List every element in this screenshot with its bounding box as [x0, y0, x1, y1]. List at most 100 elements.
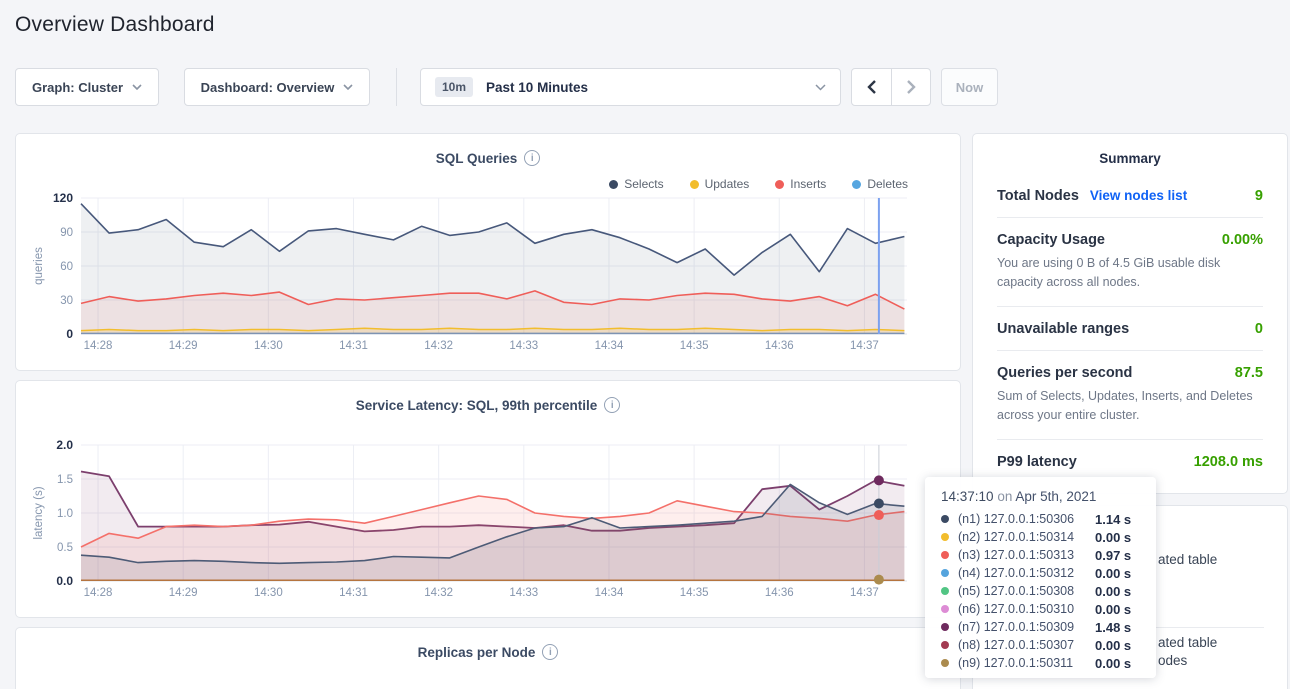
- tooltip-series-label: (n2) 127.0.0.1:50314: [958, 530, 1095, 544]
- legend-dot: [852, 180, 861, 189]
- summary-value: 9: [1255, 188, 1263, 204]
- summary-row: Unavailable ranges0: [997, 307, 1263, 351]
- x-tick-label: 14:28: [84, 340, 113, 352]
- x-tick-label: 14:35: [680, 587, 709, 599]
- tooltip-row: (n3) 127.0.0.1:503130.97 s: [941, 546, 1156, 564]
- sql-queries-chart-canvas[interactable]: 030609012014:2814:2914:3014:3114:3214:33…: [16, 134, 962, 372]
- tooltip-series-dot: [941, 623, 949, 631]
- summary-label: P99 latency: [997, 454, 1077, 470]
- y-tick-label: 90: [60, 227, 73, 239]
- summary-row-head: P99 latency 1208.0 ms: [997, 454, 1263, 470]
- x-tick-label: 14:31: [339, 587, 368, 599]
- tooltip-series-label: (n8) 127.0.0.1:50307: [958, 638, 1095, 652]
- y-tick-label: 60: [60, 261, 73, 273]
- event-text-fragment: ated table: [1158, 552, 1217, 567]
- now-button[interactable]: Now: [941, 68, 998, 106]
- info-icon[interactable]: i: [542, 644, 558, 660]
- summary-row-head: Capacity Usage0.00%: [997, 232, 1263, 248]
- chevron-down-icon: [815, 84, 826, 91]
- summary-title: Summary: [997, 151, 1263, 166]
- y-tick-label: 120: [53, 191, 73, 205]
- summary-value: 1208.0 ms: [1194, 454, 1263, 470]
- legend-dot: [775, 180, 784, 189]
- info-icon[interactable]: i: [524, 150, 540, 166]
- summary-description: You are using 0 B of 4.5 GiB usable disk…: [997, 254, 1263, 293]
- hover-point: [874, 575, 884, 585]
- service-latency-card: 0.00.51.01.52.014:2814:2914:3014:3114:32…: [15, 380, 961, 618]
- tooltip-series-value: 0.00 s: [1095, 530, 1131, 545]
- tooltip-row: (n4) 127.0.0.1:503120.00 s: [941, 564, 1156, 582]
- hover-point: [874, 510, 884, 520]
- tooltip-row: (n9) 127.0.0.1:503110.00 s: [941, 654, 1156, 672]
- tooltip-series-label: (n3) 127.0.0.1:50313: [958, 548, 1095, 562]
- tooltip-series-value: 0.00 s: [1095, 656, 1131, 671]
- hover-point: [874, 498, 884, 508]
- x-tick-label: 14:36: [765, 340, 794, 352]
- tooltip-series-value: 1.14 s: [1095, 512, 1131, 527]
- y-axis-label: queries: [33, 247, 45, 285]
- x-tick-label: 14:30: [254, 587, 283, 599]
- summary-value: 0: [1255, 321, 1263, 337]
- tooltip-series-label: (n6) 127.0.0.1:50310: [958, 602, 1095, 616]
- tooltip-series-dot: [941, 605, 949, 613]
- summary-row: Queries per second87.5Sum of Selects, Up…: [997, 351, 1263, 440]
- page-title: Overview Dashboard: [15, 13, 215, 37]
- dashboard-dropdown[interactable]: Dashboard: Overview: [184, 68, 370, 106]
- tooltip-series-label: (n7) 127.0.0.1:50309: [958, 620, 1095, 634]
- tooltip-row: (n5) 127.0.0.1:503080.00 s: [941, 582, 1156, 600]
- legend-dot: [609, 180, 618, 189]
- legend-item[interactable]: Inserts: [775, 177, 826, 191]
- service-latency-chart-canvas[interactable]: 0.00.51.01.52.014:2814:2914:3014:3114:32…: [16, 381, 962, 619]
- summary-link[interactable]: View nodes list: [1090, 188, 1187, 203]
- tooltip-timestamp: 14:37:10 on Apr 5th, 2021: [941, 489, 1156, 504]
- tooltip-row: (n8) 127.0.0.1:503070.00 s: [941, 636, 1156, 654]
- tooltip-row: (n1) 127.0.0.1:503061.14 s: [941, 510, 1156, 528]
- chevron-left-icon: [867, 80, 876, 94]
- tooltip-series-value: 0.00 s: [1095, 602, 1131, 617]
- x-tick-label: 14:31: [339, 340, 368, 352]
- graph-dropdown[interactable]: Graph: Cluster: [15, 68, 159, 106]
- next-time-button[interactable]: [891, 69, 930, 105]
- summary-row: Total Nodes View nodes list 9: [997, 174, 1263, 218]
- tooltip-series-value: 0.97 s: [1095, 548, 1131, 563]
- y-tick-label: 2.0: [56, 438, 73, 452]
- graph-dropdown-label: Graph: Cluster: [32, 80, 123, 95]
- tooltip-series-label: (n1) 127.0.0.1:50306: [958, 512, 1095, 526]
- chart-title: SQL Queries: [436, 151, 518, 166]
- info-icon[interactable]: i: [604, 397, 620, 413]
- time-range-picker[interactable]: 10m Past 10 Minutes: [420, 68, 841, 106]
- tooltip-series-value: 0.00 s: [1095, 638, 1131, 653]
- legend-label: Deletes: [867, 177, 908, 191]
- summary-label: Total Nodes: [997, 188, 1079, 204]
- sql-queries-card: 030609012014:2814:2914:3014:3114:3214:33…: [15, 133, 961, 371]
- tooltip-series-label: (n4) 127.0.0.1:50312: [958, 566, 1095, 580]
- legend-dot: [690, 180, 699, 189]
- chart-title: Service Latency: SQL, 99th percentile: [356, 398, 598, 413]
- event-text-fragment: ated table: [1158, 635, 1217, 650]
- chart-title: Replicas per Node: [418, 645, 536, 660]
- time-nav-group: [851, 68, 931, 106]
- legend-item[interactable]: Deletes: [852, 177, 908, 191]
- legend-item[interactable]: Selects: [609, 177, 663, 191]
- y-tick-label: 0: [66, 327, 73, 341]
- summary-row: Capacity Usage0.00% You are using 0 B of …: [997, 218, 1263, 307]
- x-tick-label: 14:28: [84, 587, 113, 599]
- tooltip-row: (n2) 127.0.0.1:503140.00 s: [941, 528, 1156, 546]
- summary-value: 87.5: [1235, 365, 1263, 381]
- tooltip-row: (n6) 127.0.0.1:503100.00 s: [941, 600, 1156, 618]
- tooltip-row: (n7) 127.0.0.1:503091.48 s: [941, 618, 1156, 636]
- toolbar-divider: [396, 68, 397, 106]
- summary-label: Queries per second: [997, 365, 1132, 381]
- legend-label: Updates: [705, 177, 750, 191]
- tooltip-series-dot: [941, 533, 949, 541]
- prev-time-button[interactable]: [852, 69, 891, 105]
- y-tick-label: 0.5: [57, 542, 73, 554]
- legend-item[interactable]: Updates: [690, 177, 750, 191]
- chevron-right-icon: [907, 80, 916, 94]
- x-tick-label: 14:33: [509, 340, 538, 352]
- summary-row-head: Queries per second 87.5: [997, 365, 1263, 381]
- x-tick-label: 14:34: [595, 340, 624, 352]
- y-axis-label: latency (s): [33, 486, 45, 539]
- x-tick-label: 14:29: [169, 587, 198, 599]
- tooltip-series-label: (n5) 127.0.0.1:50308: [958, 584, 1095, 598]
